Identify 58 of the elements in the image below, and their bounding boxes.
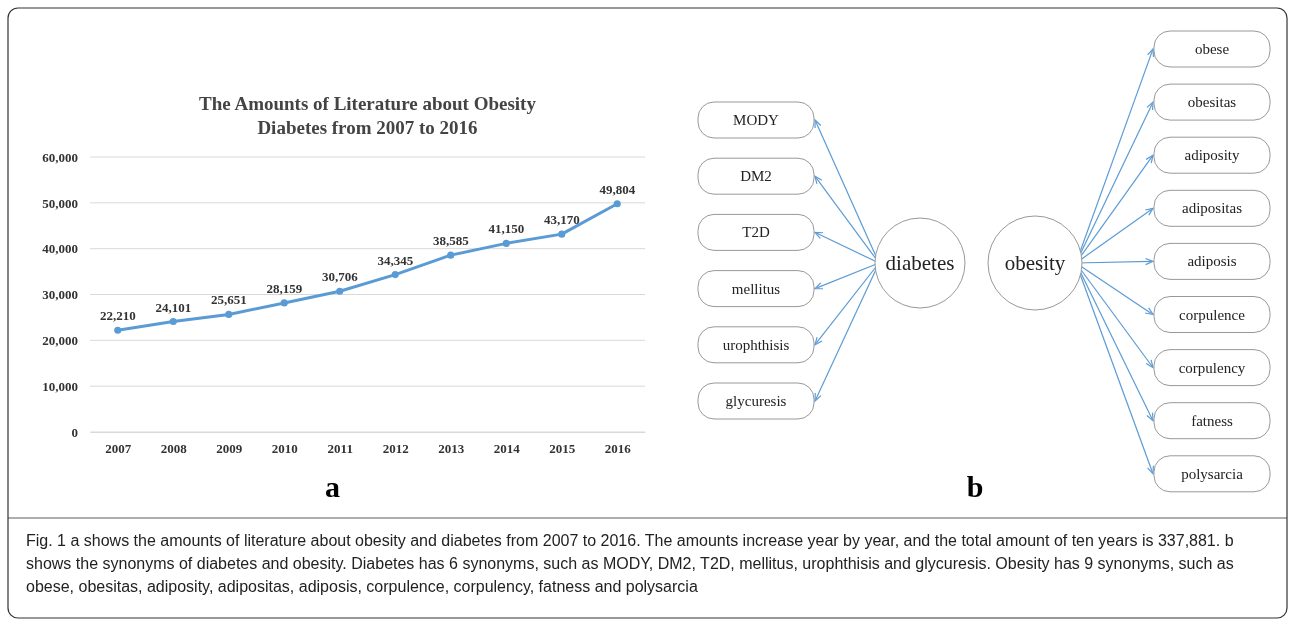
x-tick-label: 2014: [493, 441, 521, 457]
point: [114, 326, 122, 334]
point: [502, 239, 510, 247]
data-label: 38,585: [432, 233, 470, 249]
caption: Fig. 1 a shows the amounts of literature about obesity and diabetes from 2007 to 2016. The amounts increase year by year, and the total amount of ten years is 337,881. b shows the synonyms of diabetes and obesity. Diabetes has 6 synonyms, such as MODY, DM2, T2D, mellitus, urophthisis and glycuresis. Obesity has 9 synonyms, such as obese, obesitas, adiposity, adipositas, adiposis, corpulence, corpulency, fatness and polysarcia: [26, 532, 1234, 595]
text: obesitas: [1187, 94, 1237, 111]
text: fatness: [1191, 412, 1233, 429]
y-tick-label: 40,000: [42, 241, 78, 257]
text: corpulency: [1178, 359, 1246, 376]
text: obesity: [1004, 251, 1066, 275]
text: corpulence: [1179, 306, 1246, 323]
data-label: 24,101: [155, 299, 192, 315]
x-tick-label: 2011: [327, 441, 353, 457]
text: MODY: [733, 112, 780, 128]
point: [169, 317, 177, 326]
text: polysarcia: [1181, 465, 1244, 482]
x-tick-label: 2016: [604, 441, 632, 457]
text: adipositas: [1182, 200, 1243, 217]
y-tick-label: 0: [71, 424, 78, 440]
text: glycuresis: [725, 393, 787, 409]
data-label: 28,159: [266, 280, 303, 296]
text: mellitus: [731, 280, 781, 297]
text: a: [325, 470, 340, 503]
y-tick-label: 30,000: [42, 287, 78, 303]
data-label: 22,210: [99, 308, 136, 324]
data-label: 49,804: [599, 181, 636, 197]
text: T2D: [742, 224, 770, 241]
text: obese: [1194, 41, 1230, 57]
y-tick-label: 60,000: [42, 149, 78, 165]
y-tick-label: 10,000: [42, 378, 78, 394]
x-tick-label: 2008: [160, 441, 188, 457]
text: DM2: [740, 168, 772, 185]
data-label: 43,170: [543, 212, 580, 228]
x-tick-label: 2007: [105, 441, 132, 457]
point: [336, 287, 344, 295]
x-tick-label: 2013: [438, 441, 465, 457]
chart-title: The Amounts of Literature about Obesity Diabetes from 2007 to 2016: [199, 93, 537, 138]
text: adiposity: [1184, 147, 1240, 164]
text: urophthisis: [722, 336, 790, 353]
y-tick-label: 50,000: [42, 195, 78, 211]
text: adiposis: [1187, 253, 1237, 270]
data-label: 30,706: [321, 269, 359, 285]
data-label: 41,150: [488, 221, 525, 237]
point: [225, 310, 233, 318]
text: b: [966, 470, 984, 503]
y-tick-label: 20,000: [42, 332, 78, 348]
data-label: 25,651: [210, 292, 247, 308]
x-tick-label: 2010: [271, 441, 298, 457]
x-tick-label: 2012: [382, 441, 409, 457]
point: [613, 200, 621, 208]
data-label: 34,345: [377, 252, 414, 268]
x-tick-label: 2009: [216, 441, 243, 457]
x-tick-label: 2015: [549, 441, 576, 457]
point: [558, 230, 566, 238]
point: [447, 251, 455, 259]
point: [391, 271, 399, 279]
point: [280, 299, 288, 307]
text: diabetes: [885, 251, 955, 275]
